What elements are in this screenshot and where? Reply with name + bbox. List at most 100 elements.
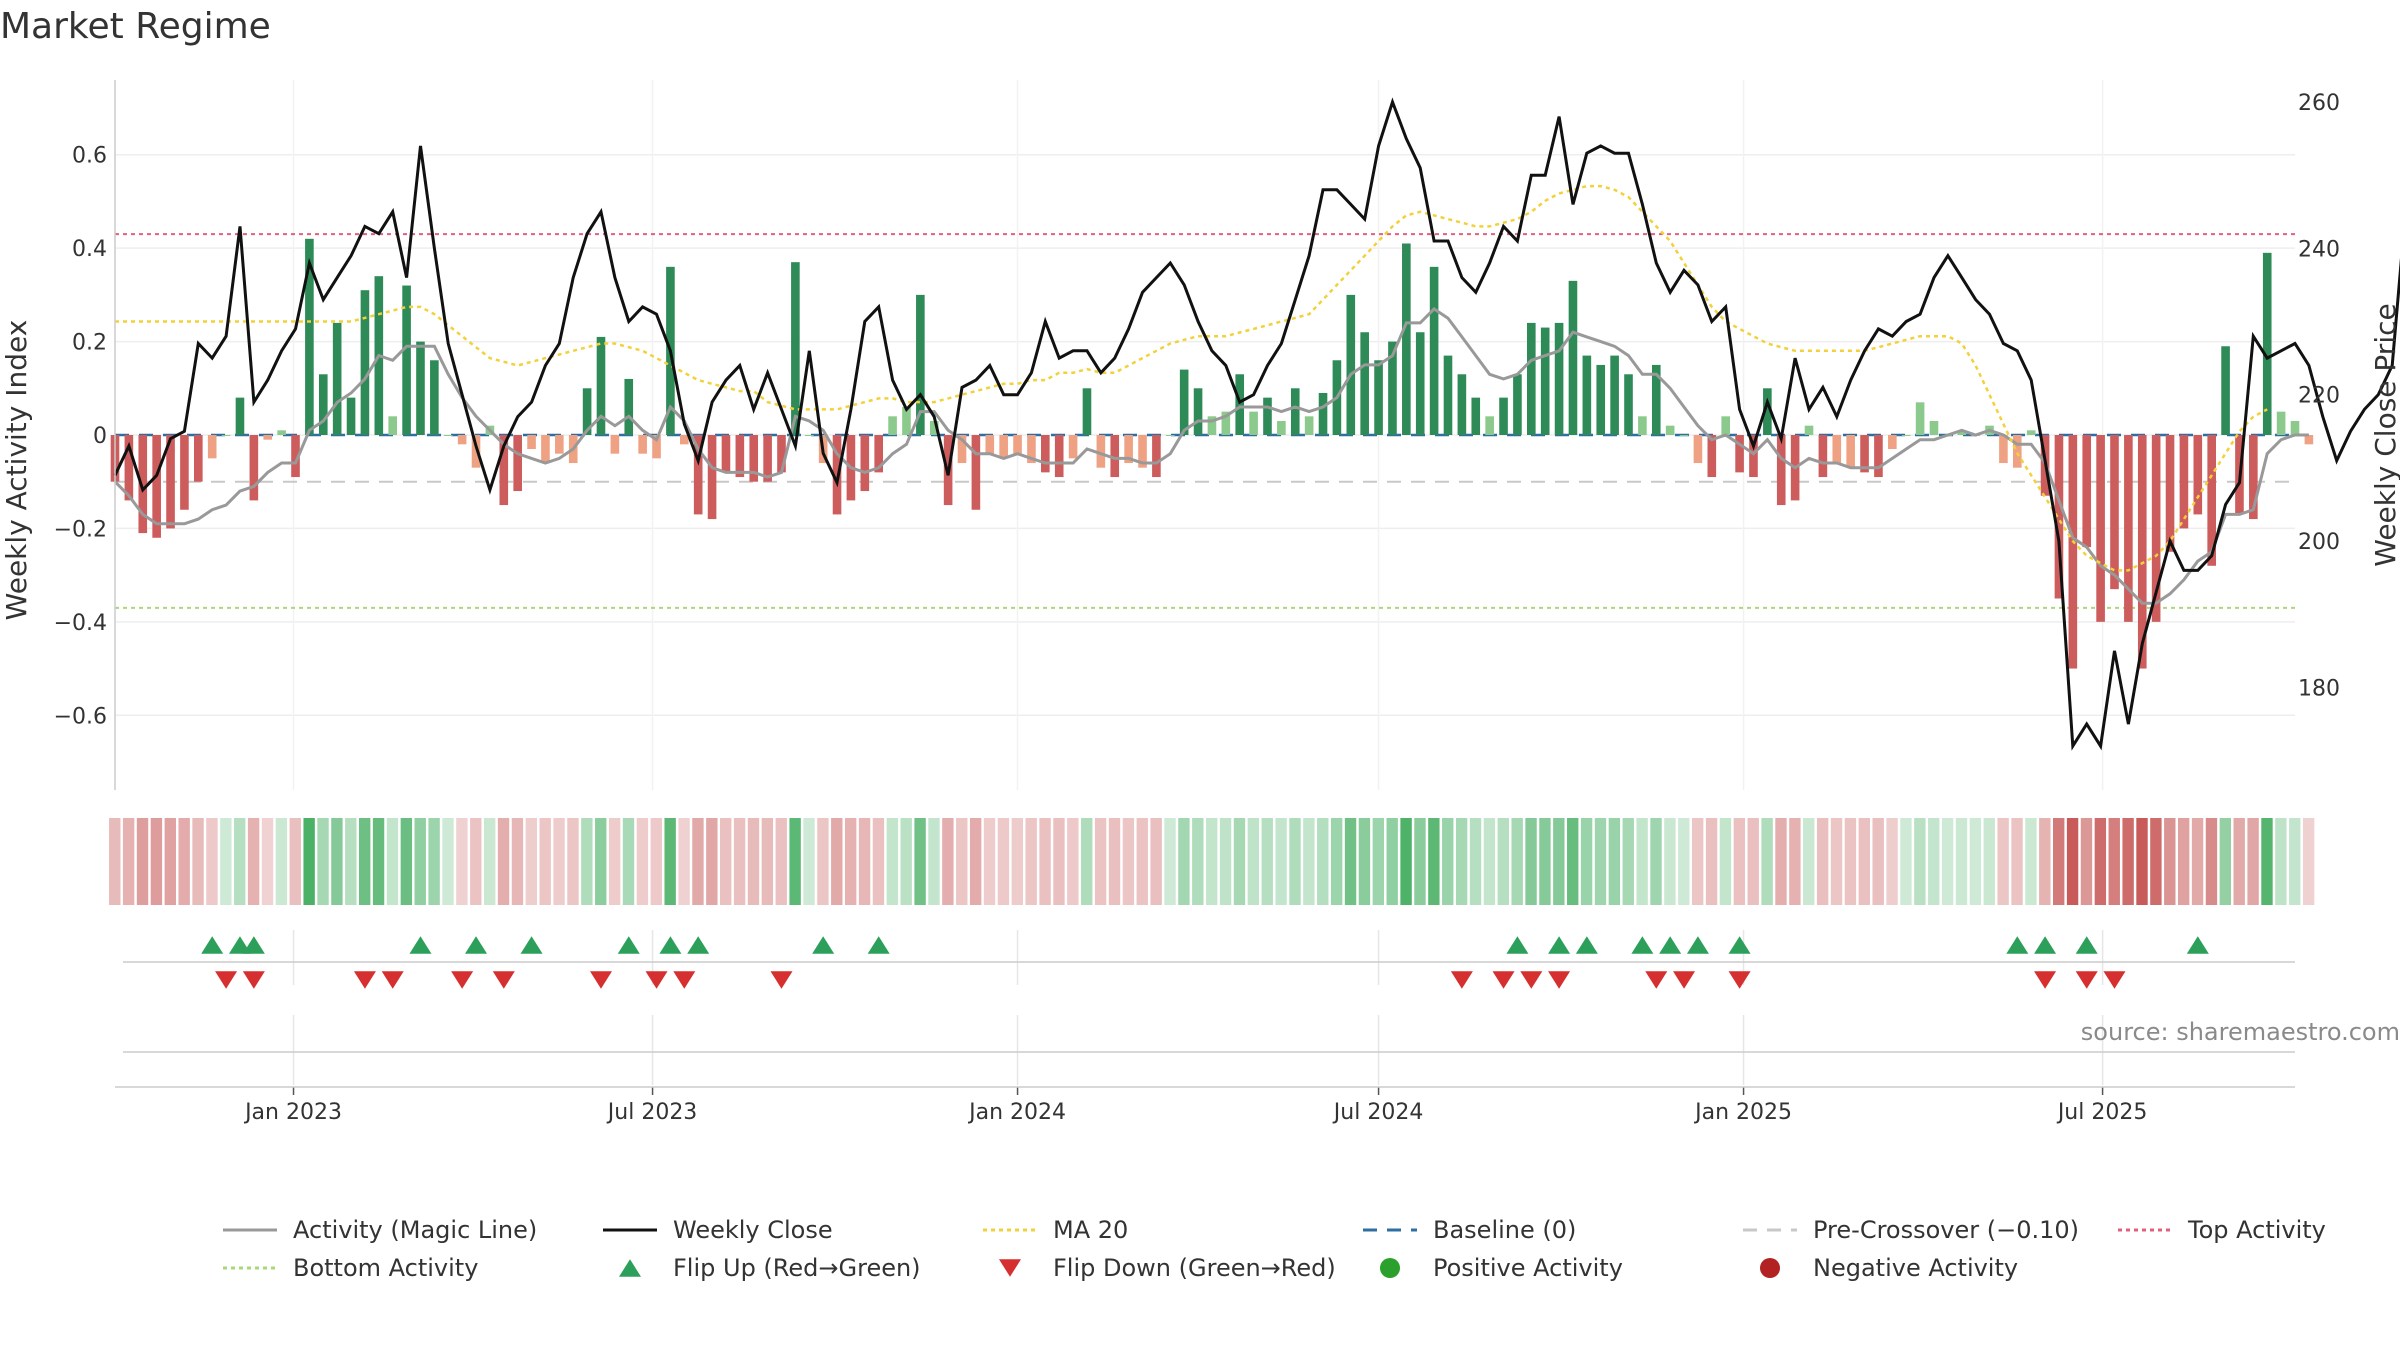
regime-cell (2233, 818, 2245, 905)
chart-title: Market Regime (0, 6, 271, 47)
activity-bar (2207, 435, 2216, 566)
activity-bar (2151, 435, 2161, 622)
flip-down-marker (1728, 971, 1751, 989)
regime-cell (622, 818, 635, 905)
regime-cell (1206, 818, 1218, 905)
left-tick-label: 0 (93, 424, 107, 449)
regime-cell (2219, 818, 2232, 905)
flip-down-marker (381, 971, 404, 989)
regime-cell (2136, 818, 2148, 905)
regime-cell (1455, 818, 1468, 905)
activity-bar (1929, 420, 1939, 435)
legend-item: Flip Down (Green→Red) (999, 1254, 1336, 1282)
regime-cell (470, 818, 482, 905)
right-tick-label: 240 (2298, 237, 2340, 262)
regime-cell (1525, 818, 1537, 905)
regime-cell (400, 818, 413, 905)
regime-cell (1164, 818, 1176, 905)
regime-cell (2289, 818, 2301, 905)
activity-bar (1096, 435, 1106, 468)
regime-cell (2261, 818, 2273, 905)
regime-cell (1997, 818, 2009, 905)
activity-bar (471, 435, 481, 468)
regime-cell (1303, 818, 1315, 905)
regime-cell (872, 818, 885, 905)
legend-swatch (999, 1259, 1021, 1277)
activity-bar (1193, 388, 1203, 435)
regime-cell (900, 818, 912, 905)
activity-bar (402, 285, 411, 435)
legend-swatch (1760, 1258, 1780, 1278)
activity-bar (929, 420, 939, 435)
regime-cell (2080, 818, 2093, 905)
activity-bar (249, 435, 259, 501)
activity-bar (874, 435, 883, 473)
regime-cell (1150, 818, 1162, 905)
activity-bar (1665, 425, 1675, 435)
right-tick-label: 260 (2298, 91, 2340, 116)
activity-bar (610, 435, 620, 454)
regime-cell (1636, 818, 1648, 905)
regime-cell (539, 818, 551, 905)
activity-bar (1318, 392, 1328, 435)
regime-cell (1886, 818, 1898, 905)
flip-up-marker (687, 936, 710, 954)
legend-swatch (619, 1259, 641, 1277)
activity-bar (2137, 435, 2147, 669)
regime-cell (109, 818, 121, 905)
activity-bar (1277, 420, 1286, 435)
activity-bar (291, 435, 300, 478)
activity-bar (1888, 435, 1897, 450)
regime-cell (1580, 818, 1593, 905)
regime-cell (2011, 818, 2023, 905)
legend-item: Activity (Magic Line) (223, 1216, 537, 1244)
activity-bar (2221, 346, 2230, 435)
activity-bar (388, 416, 398, 435)
activity-bar (2012, 435, 2022, 468)
regime-cell (608, 818, 621, 905)
activity-bar (1832, 435, 1842, 464)
regime-cell (1372, 818, 1385, 905)
x-tick-label: Jul 2023 (606, 1100, 698, 1125)
flip-down-marker (492, 971, 515, 989)
flip-down-marker (2103, 971, 2126, 989)
flip-down-marker (1520, 971, 1543, 989)
activity-bar (1624, 374, 1633, 435)
regime-cell (1553, 818, 1565, 905)
right-tick-label: 220 (2298, 384, 2340, 409)
activity-bar (1041, 435, 1050, 473)
legend-item: Weekly Close (603, 1216, 833, 1244)
activity-bar (638, 435, 647, 454)
regime-cell (1719, 818, 1732, 905)
regime-cell (2191, 818, 2204, 905)
regime-cell (1178, 818, 1190, 905)
activity-bar (749, 435, 759, 482)
activity-bar (1165, 435, 1175, 436)
legend-label: Negative Activity (1813, 1254, 2018, 1282)
regime-cell (844, 818, 857, 905)
activity-bar (916, 294, 925, 435)
regime-cell (706, 818, 718, 905)
activity-bar (1915, 402, 1925, 435)
x-tick-label: Jul 2024 (1332, 1100, 1424, 1125)
regime-cell (1442, 818, 1454, 905)
regime-cell (747, 818, 760, 905)
regime-cell (289, 818, 301, 905)
regime-cell (636, 818, 649, 905)
regime-cell (1900, 818, 1912, 905)
activity-bar (1443, 355, 1453, 435)
magic-line-series (113, 306, 2309, 605)
regime-cell (1233, 818, 1246, 905)
regime-cell (1816, 818, 1829, 905)
series-lines-layer (113, 97, 2400, 751)
regime-cell (1483, 818, 1496, 905)
regime-cell (2177, 818, 2190, 905)
activity-bar (596, 336, 606, 435)
regime-strip-layer (109, 818, 2315, 905)
legend-label: Activity (Magic Line) (293, 1216, 537, 1244)
regime-cell (1108, 818, 1121, 905)
regime-cell (2205, 818, 2218, 905)
activity-bar (305, 238, 314, 435)
activity-bar (1901, 435, 1911, 436)
